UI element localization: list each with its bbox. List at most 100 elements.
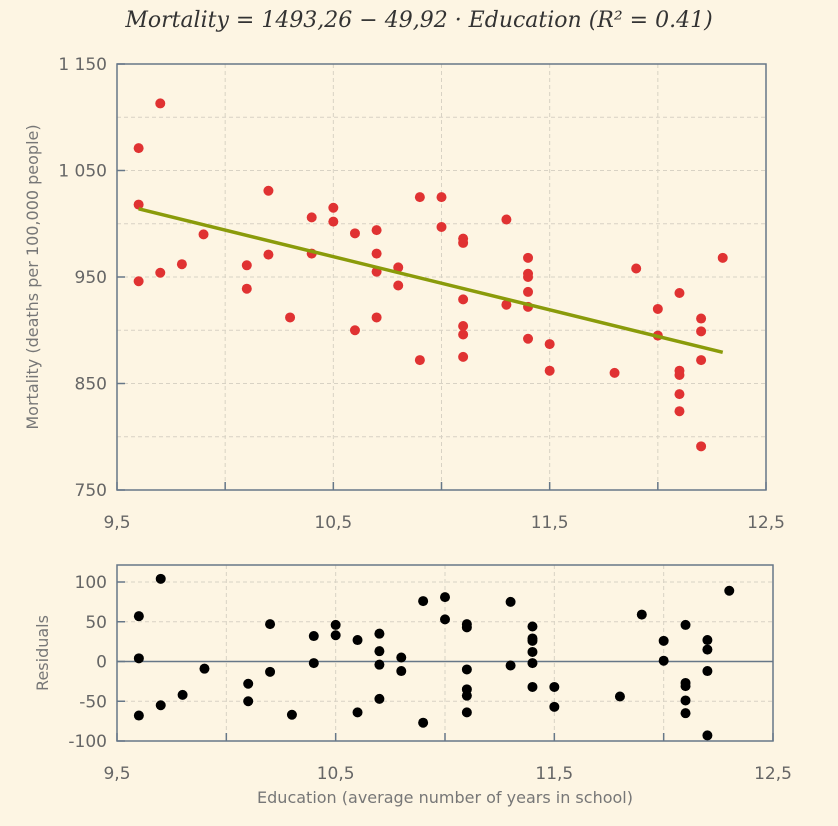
data-point <box>527 646 538 657</box>
x-tick-label: 11,5 <box>531 513 569 533</box>
data-point <box>631 263 642 274</box>
data-point <box>155 700 166 711</box>
data-point <box>523 252 534 263</box>
data-point <box>133 199 144 210</box>
data-point <box>609 367 620 378</box>
data-point <box>330 619 341 630</box>
data-point <box>371 248 382 259</box>
data-point <box>243 678 254 689</box>
data-point <box>523 333 534 344</box>
data-point <box>549 701 560 712</box>
data-point <box>396 652 407 663</box>
data-point <box>418 717 429 728</box>
data-point <box>349 325 360 336</box>
data-point <box>458 351 469 362</box>
data-point <box>696 441 707 452</box>
y-axis-label: Residuals <box>33 615 52 691</box>
data-point <box>680 708 691 719</box>
data-point <box>658 655 669 666</box>
data-point <box>696 313 707 324</box>
data-point <box>436 192 447 203</box>
data-point <box>352 635 363 646</box>
data-point <box>393 280 404 291</box>
data-point <box>263 249 274 260</box>
data-point <box>458 329 469 340</box>
data-point <box>371 225 382 236</box>
data-point <box>636 609 647 620</box>
data-point <box>374 628 385 639</box>
data-point <box>374 693 385 704</box>
data-point <box>418 596 429 607</box>
data-point <box>505 660 516 671</box>
data-point <box>241 260 252 271</box>
data-point <box>371 312 382 323</box>
data-point <box>133 653 144 664</box>
data-point <box>696 326 707 337</box>
x-tick-label: 10,5 <box>314 513 352 533</box>
y-tick-label: 1 050 <box>58 162 107 182</box>
data-point <box>198 229 209 240</box>
y-tick-label: 850 <box>75 375 107 395</box>
data-point <box>505 596 516 607</box>
data-point <box>680 695 691 706</box>
data-point <box>286 709 297 720</box>
data-point <box>308 658 319 669</box>
data-point <box>501 299 512 310</box>
data-point <box>658 635 669 646</box>
data-point <box>374 659 385 670</box>
y-tick-label: 100 <box>75 573 107 593</box>
data-point <box>549 681 560 692</box>
x-tick-label: 9,5 <box>103 764 130 784</box>
data-point <box>414 192 425 203</box>
data-point <box>374 646 385 657</box>
data-point <box>702 666 713 677</box>
data-point <box>349 228 360 239</box>
x-tick-label: 10,5 <box>317 764 355 784</box>
data-point <box>243 696 254 707</box>
data-point <box>414 355 425 366</box>
data-point <box>133 710 144 721</box>
data-point <box>440 592 450 603</box>
data-point <box>702 635 713 646</box>
x-tick-label: 12,5 <box>747 513 785 533</box>
data-point <box>544 339 555 350</box>
data-point <box>674 389 685 400</box>
y-axis-label: Mortality (deaths per 100,000 people) <box>23 124 42 429</box>
data-point <box>523 286 534 297</box>
data-point <box>527 681 538 692</box>
data-point <box>393 262 404 273</box>
data-point <box>544 365 555 376</box>
data-point <box>702 730 713 741</box>
data-point <box>717 252 728 263</box>
data-point <box>458 294 469 305</box>
data-point <box>265 619 276 630</box>
data-point <box>133 276 144 287</box>
data-point <box>696 355 707 366</box>
data-point <box>177 689 188 700</box>
y-tick-label: 1 150 <box>58 55 107 75</box>
data-point <box>133 143 144 154</box>
y-tick-label: 0 <box>96 653 107 673</box>
data-point <box>461 622 472 633</box>
data-point <box>285 312 296 323</box>
data-point <box>265 666 276 677</box>
data-point <box>652 303 663 314</box>
data-point <box>461 690 472 701</box>
data-point <box>328 202 339 213</box>
y-tick-label: -100 <box>68 732 107 752</box>
x-tick-label: 11,5 <box>535 764 573 784</box>
data-point <box>241 283 252 294</box>
y-tick-label: 750 <box>75 481 107 501</box>
x-axis-label: Education (average number of years in sc… <box>257 788 633 807</box>
data-point <box>680 619 691 630</box>
data-point <box>702 644 713 655</box>
data-point <box>328 216 339 227</box>
data-point <box>501 214 512 225</box>
data-point <box>176 259 187 270</box>
data-point <box>724 585 735 596</box>
data-point <box>155 98 166 109</box>
data-point <box>133 611 144 622</box>
data-point <box>523 272 534 282</box>
